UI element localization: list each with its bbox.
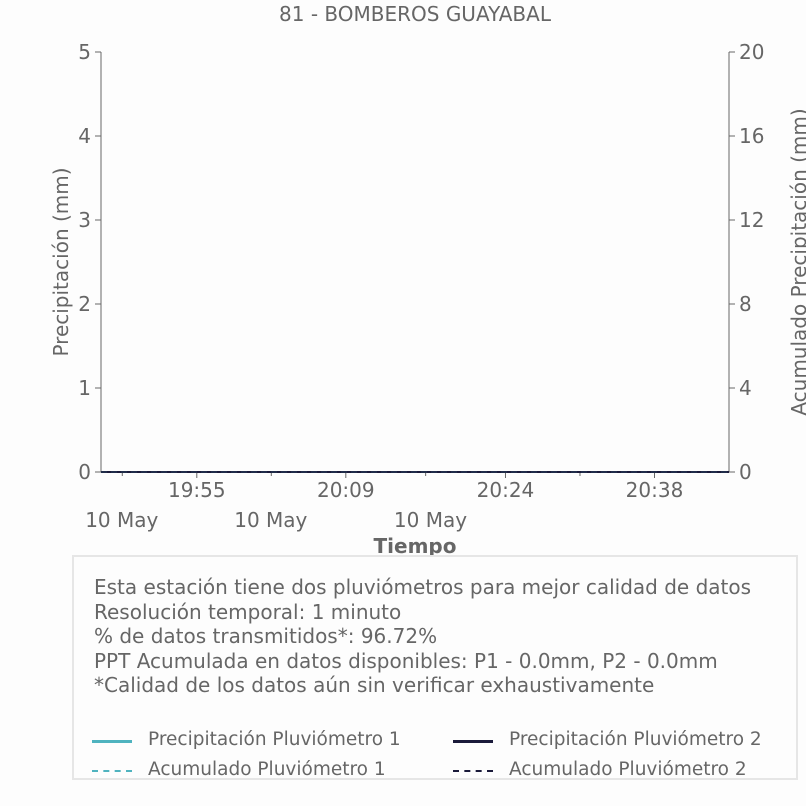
- y-tick-label: 4: [78, 124, 91, 148]
- y-axis-label: Precipitación (mm): [49, 167, 73, 356]
- x-tick-date-label: 10 May: [234, 508, 307, 532]
- y2-tick-label: 20: [739, 40, 764, 64]
- x-tick-label: 20:38: [626, 478, 684, 502]
- y-tick-label: 3: [78, 208, 91, 232]
- y-tick-label: 5: [78, 40, 91, 64]
- legend-label: Precipitación Pluviómetro 1: [148, 729, 401, 750]
- chart-legend: Precipitación Pluviómetro 1 Precipitació…: [92, 729, 792, 789]
- y-tick-label: 0: [78, 460, 91, 484]
- y2-tick-label: 16: [739, 124, 764, 148]
- note-line-1: Esta estación tiene dos pluviómetros par…: [94, 575, 752, 599]
- y2-tick-label: 0: [739, 460, 752, 484]
- y2-tick-label: 8: [739, 292, 752, 316]
- note-line-5: *Calidad de los datos aún sin verificar …: [94, 673, 655, 697]
- y-tick-label: 2: [78, 292, 91, 316]
- x-tick-label: 20:09: [317, 478, 375, 502]
- legend-label: Precipitación Pluviómetro 2: [509, 729, 762, 750]
- note-line-3: % de datos transmitidos*: 96.72%: [94, 624, 438, 648]
- x-tick-date-label: 10 May: [394, 508, 467, 532]
- legend-swatch-dashed: [453, 770, 493, 772]
- info-legend-box: Esta estación tiene dos pluviómetros par…: [72, 555, 798, 780]
- rainfall-chart: 81 - BOMBEROS GUAYABAL 01234504812162019…: [49, 2, 806, 558]
- legend-label: Acumulado Pluviómetro 1: [148, 759, 386, 780]
- y2-axis-label: Acumulado Precipitación (mm): [787, 108, 806, 415]
- note-line-2: Resolución temporal: 1 minuto: [94, 599, 402, 624]
- y2-tick-label: 4: [739, 376, 752, 400]
- x-tick-label: 20:24: [477, 478, 535, 502]
- y2-tick-label: 12: [739, 208, 764, 232]
- legend-label: Acumulado Pluviómetro 2: [509, 759, 747, 780]
- chart-title: 81 - BOMBEROS GUAYABAL: [279, 2, 552, 26]
- x-axis-label: Tiempo: [374, 534, 457, 558]
- legend-swatch-dashed: [92, 770, 132, 772]
- y-tick-label: 1: [78, 376, 91, 400]
- x-tick-date-label: 10 May: [85, 508, 158, 532]
- station-notes: Esta estación tiene dos pluviómetros par…: [94, 575, 751, 698]
- legend-swatch-solid: [92, 740, 132, 743]
- note-line-4: PPT Acumulada en datos disponibles: P1 -…: [94, 648, 718, 673]
- legend-swatch-solid: [453, 740, 493, 743]
- x-tick-label: 19:55: [168, 478, 226, 502]
